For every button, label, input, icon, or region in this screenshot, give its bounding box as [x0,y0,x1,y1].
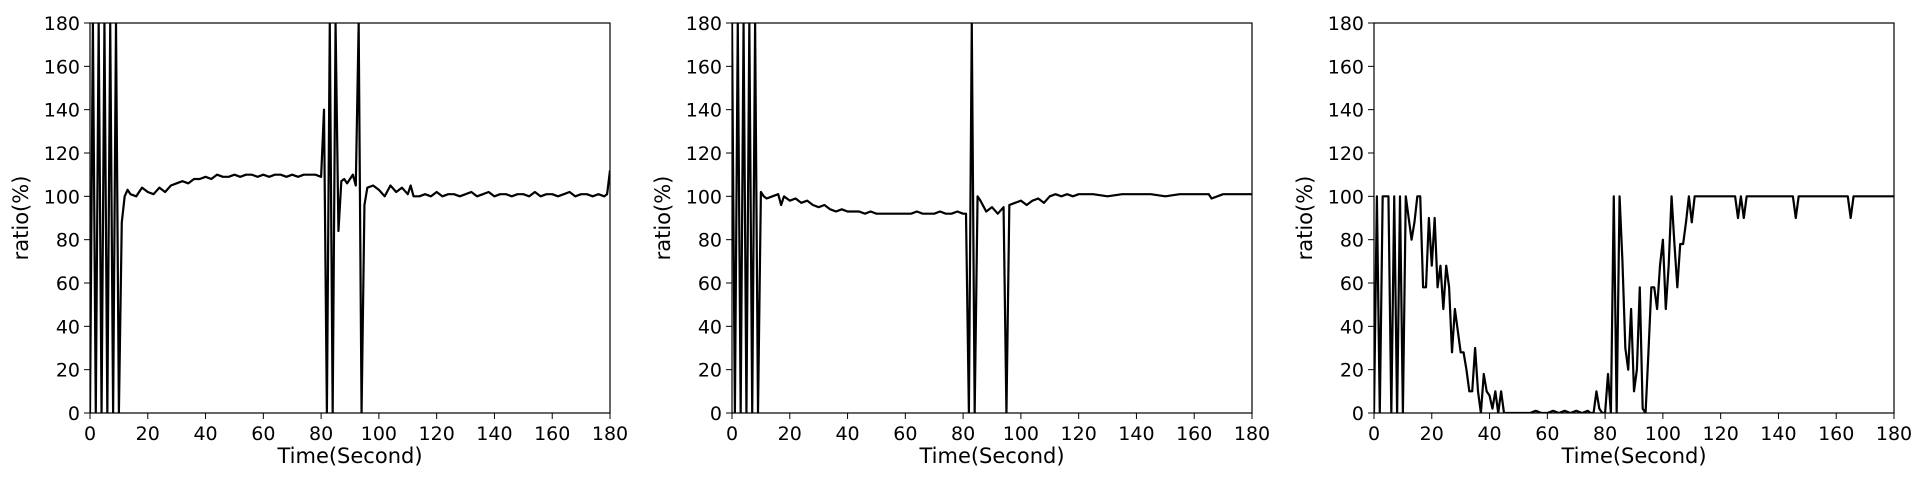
x-tick-label: 180 [592,423,628,445]
y-tick-label: 180 [686,13,722,35]
x-axis-label: Time(Second) [1560,444,1706,468]
y-tick-label: 100 [44,186,80,208]
chart-panel-1: 0 20 40 60 80 100 120 140 160 180 0 20 40 60 80 100 120 1… [9,13,628,468]
y-tick-label: 140 [1328,100,1364,122]
y-tick-label: 120 [1328,143,1364,165]
plot-frame [1373,22,1895,414]
x-tick-label: 40 [193,423,217,445]
y-tick-label: 140 [686,100,722,122]
y-tick-label: 40 [56,316,80,338]
y-tick-label: 120 [686,143,722,165]
y-tick-label: 40 [698,316,722,338]
y-tick-label: 80 [1340,230,1364,252]
x-tick-label: 140 [476,423,512,445]
x-tick-label: 0 [1368,423,1380,445]
x-tick-label: 160 [534,423,570,445]
y-tick-label: 180 [44,13,80,35]
y-tick-label: 20 [1340,360,1364,382]
y-tick-label: 140 [44,100,80,122]
x-axis-label: Time(Second) [276,444,422,468]
y-tick-label: 160 [1328,56,1364,78]
x-tick-label: 100 [361,423,397,445]
y-tick-label: 60 [56,273,80,295]
x-tick-label: 100 [1645,423,1681,445]
x-tick-label: 20 [778,423,802,445]
x-tick-label: 140 [1118,423,1154,445]
x-tick-label: 20 [136,423,160,445]
x-tick-label: 60 [1535,423,1559,445]
x-tick-label: 40 [835,423,859,445]
x-tick-label: 120 [1061,423,1097,445]
y-axis-label: ratio(%) [651,176,675,261]
x-tick-label: 120 [419,423,455,445]
x-tick-label: 0 [84,423,96,445]
y-tick-label: 160 [686,56,722,78]
x-axis-label: Time(Second) [918,444,1064,468]
chart-panel-3: 0 20 40 60 80 100 120 140 160 180 0 20 40 60 80 100 120 1… [1293,13,1912,468]
y-tick-label: 80 [56,230,80,252]
x-tick-label: 40 [1477,423,1501,445]
x-tick-label: 180 [1234,423,1270,445]
y-tick-label: 0 [68,403,80,425]
y-tick-label: 80 [698,230,722,252]
series-line-1 [1374,195,1894,413]
y-tick-label: 60 [1340,273,1364,295]
y-tick-label: 0 [710,403,722,425]
y-tick-label: 160 [44,56,80,78]
x-tick-label: 180 [1876,423,1912,445]
y-tick-label: 180 [1328,13,1364,35]
x-tick-label: 160 [1176,423,1212,445]
x-tick-label: 80 [951,423,975,445]
x-tick-label: 60 [893,423,917,445]
y-axis-label: ratio(%) [1293,176,1317,261]
x-tick-label: 140 [1760,423,1796,445]
x-tick-label: 100 [1003,423,1039,445]
x-tick-label: 60 [251,423,275,445]
x-tick-label: 80 [1593,423,1617,445]
y-tick-label: 20 [56,360,80,382]
y-tick-label: 100 [686,186,722,208]
y-tick-label: 20 [698,360,722,382]
y-tick-label: 120 [44,143,80,165]
y-tick-label: 100 [1328,186,1364,208]
x-tick-label: 160 [1818,423,1854,445]
y-tick-label: 40 [1340,316,1364,338]
x-tick-label: 0 [726,423,738,445]
y-tick-label: 0 [1352,403,1364,425]
x-tick-label: 20 [1420,423,1444,445]
y-tick-label: 60 [698,273,722,295]
chart-panel-2: 0 20 40 60 80 100 120 140 160 180 0 20 40 60 80 100 120 1… [651,13,1270,468]
x-tick-label: 120 [1703,423,1739,445]
plot-frame [89,22,611,414]
series-line-1 [90,23,610,413]
series-line-1 [732,23,1252,413]
y-axis-label: ratio(%) [9,176,33,261]
plot-frame [731,22,1253,414]
x-tick-label: 80 [309,423,333,445]
